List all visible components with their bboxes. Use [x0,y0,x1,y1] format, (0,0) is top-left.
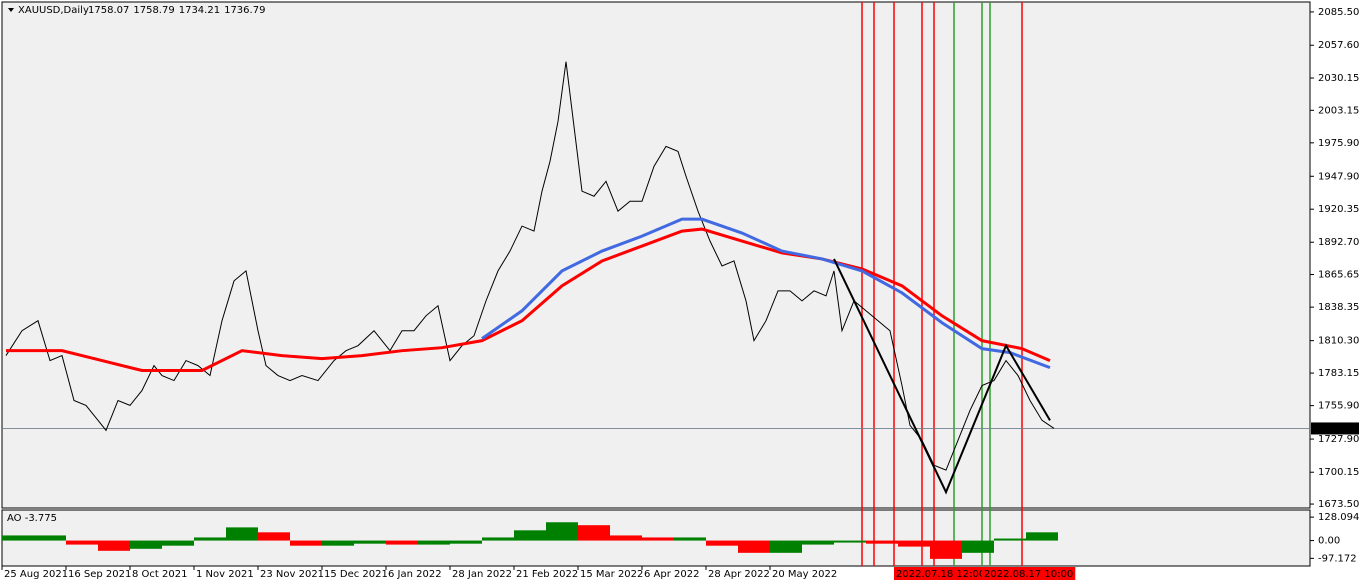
ao-bar [322,540,354,546]
ohlc-value: 1734.21 [179,5,220,16]
ao-bar [34,535,66,541]
y-tick-label: 2030.15 [1318,73,1359,84]
ao-bar [1026,532,1058,541]
x-tick-label: 6 Jan 2022 [388,569,442,580]
ohlc-value: 1758.07 [88,5,129,16]
last-price-box [1311,422,1359,435]
y-tick-label: 1755.90 [1318,401,1359,412]
ao-bar [642,537,674,541]
ao-bar [578,525,610,541]
ao-bar [418,540,450,545]
ao-bar [450,540,482,544]
x-tick-label: 25 Aug 2021 [4,569,68,580]
ao-bar [226,527,258,541]
x-tick-label: 28 Jan 2022 [452,569,512,580]
ao-bar [866,540,898,544]
ohlc-value: 1736.79 [224,5,265,16]
x-tick-label: 8 Oct 2021 [132,569,187,580]
event-label-bg [982,567,1076,580]
ao-bar [706,540,738,546]
x-tick-label: 28 Apr 2022 [708,569,770,580]
y-tick-label: 1865.65 [1318,270,1359,281]
x-tick-label: 16 Sep 2021 [68,569,131,580]
y-tick-label: 1673.50 [1318,499,1359,510]
y-tick-label: 1783.15 [1318,368,1359,379]
ao-bar [66,540,98,545]
series-line [481,217,1051,370]
y-tick-label: 1947.90 [1318,171,1359,182]
x-tick-label: 1 Nov 2021 [196,569,254,580]
y-tick-label: 1700.15 [1318,467,1359,478]
y-tick-label: 0.00 [1318,536,1340,547]
ao-bar [162,540,194,546]
ao-bar [546,522,578,541]
price-panel [1,1,1311,509]
ohlc-value: 1758.79 [133,5,174,16]
y-tick-label: 1727.90 [1318,434,1359,445]
ao-bar [514,530,546,541]
y-tick-label: 2057.60 [1318,40,1359,51]
ao-bar [962,540,994,553]
y-tick-label: 1975.90 [1318,138,1359,149]
ao-bar [386,540,418,545]
ao-bar [354,540,386,544]
y-tick-label: 1810.30 [1318,336,1359,347]
ao-bar [194,537,226,541]
x-tick-label: 15 Mar 2022 [580,569,643,580]
event-label: 2022.07.18 12:00 [896,569,985,580]
x-tick-label: 23 Nov 2021 [260,569,324,580]
y-tick-label: -97.172 [1318,553,1357,564]
symbol-title: XAUUSD,Daily [18,5,89,16]
series-line [5,61,1055,471]
y-tick-label: 1892.70 [1318,237,1359,248]
x-tick-label: 15 Dec 2021 [324,569,388,580]
ao-bar [130,540,162,549]
collapse-icon[interactable] [8,8,14,12]
last-price-label: 1736.79 [1318,423,1359,434]
x-tick-label: 20 May 2022 [772,569,837,580]
ao-title: AO -3.775 [7,513,57,524]
ao-bar [674,537,706,541]
y-tick-label: 2003.15 [1318,105,1359,116]
event-label: 2022.08.17 10:00 [984,569,1073,580]
y-tick-label: 128.094 [1318,512,1359,523]
y-tick-label: 1838.35 [1318,302,1359,313]
ao-bar [738,540,770,553]
ao-bar [258,532,290,541]
event-label-bg [894,567,988,580]
x-tick-label: 21 Feb 2022 [516,569,578,580]
ao-bar [802,540,834,545]
ao-bar [98,540,130,551]
ao-bar [610,535,642,541]
ao-bar [898,540,930,547]
ao-bar [290,540,322,546]
x-tick-label: 6 Apr 2022 [644,569,699,580]
series-line [833,258,1051,495]
ao-bar [482,537,514,541]
ao-bar [994,538,1026,541]
ao-bar [770,540,802,553]
y-tick-label: 1920.35 [1318,204,1359,215]
series-line [6,227,1051,373]
y-tick-label: 2085.50 [1318,7,1359,18]
ao-bar [930,540,962,559]
ao-bar [2,535,34,541]
ao-bar [834,540,866,543]
